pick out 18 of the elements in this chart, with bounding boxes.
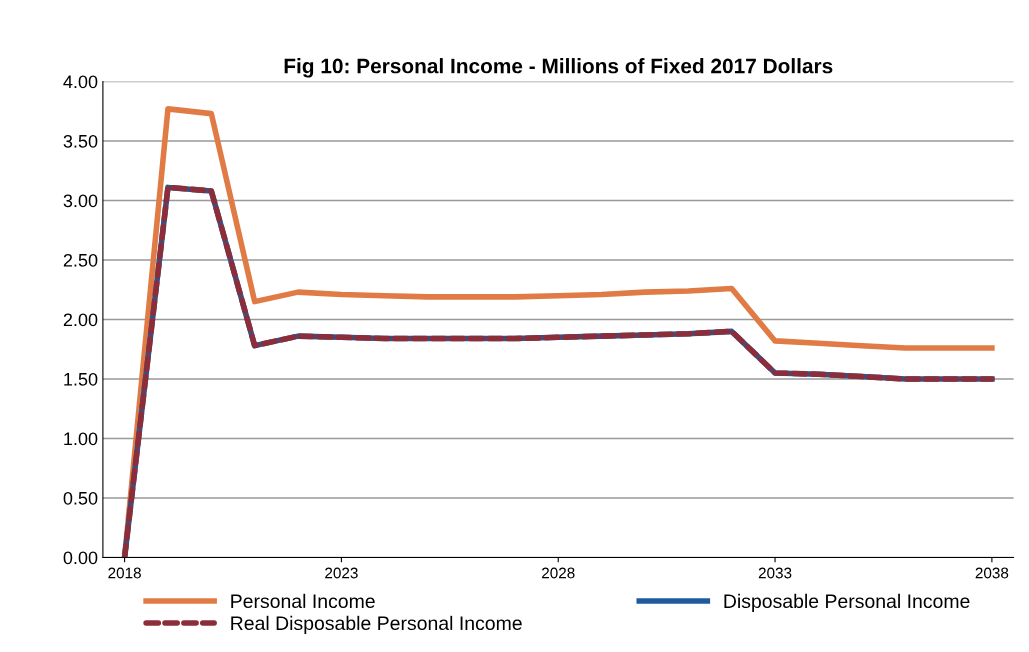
- y-tick-label: 4.00: [63, 75, 98, 89]
- y-tick-label: 0.50: [63, 491, 98, 505]
- chart-title: Fig 10: Personal Income - Millions of Fixed 2017 Dollars: [284, 58, 833, 78]
- legend-label: Disposable Personal Income: [724, 593, 970, 612]
- x-tick-label: 2033: [758, 567, 792, 579]
- y-tick-label: 1.00: [64, 432, 98, 446]
- y-tick-label: 3.00: [63, 194, 98, 208]
- x-tick-label: 2038: [975, 567, 1009, 579]
- y-tick-label: 3.50: [63, 134, 98, 148]
- legend-label: Personal Income: [231, 593, 375, 609]
- y-tick-label: 2.00: [63, 313, 98, 327]
- x-tick-label: 2028: [542, 567, 575, 579]
- x-tick-label: 2018: [108, 567, 141, 579]
- y-tick-label: 2.50: [63, 253, 98, 267]
- x-tick-label: 2023: [325, 567, 358, 579]
- legend-label: Real Disposable Personal Income: [231, 615, 522, 634]
- y-tick-label: 0.00: [63, 551, 98, 565]
- y-tick-label: 1.50: [64, 372, 98, 386]
